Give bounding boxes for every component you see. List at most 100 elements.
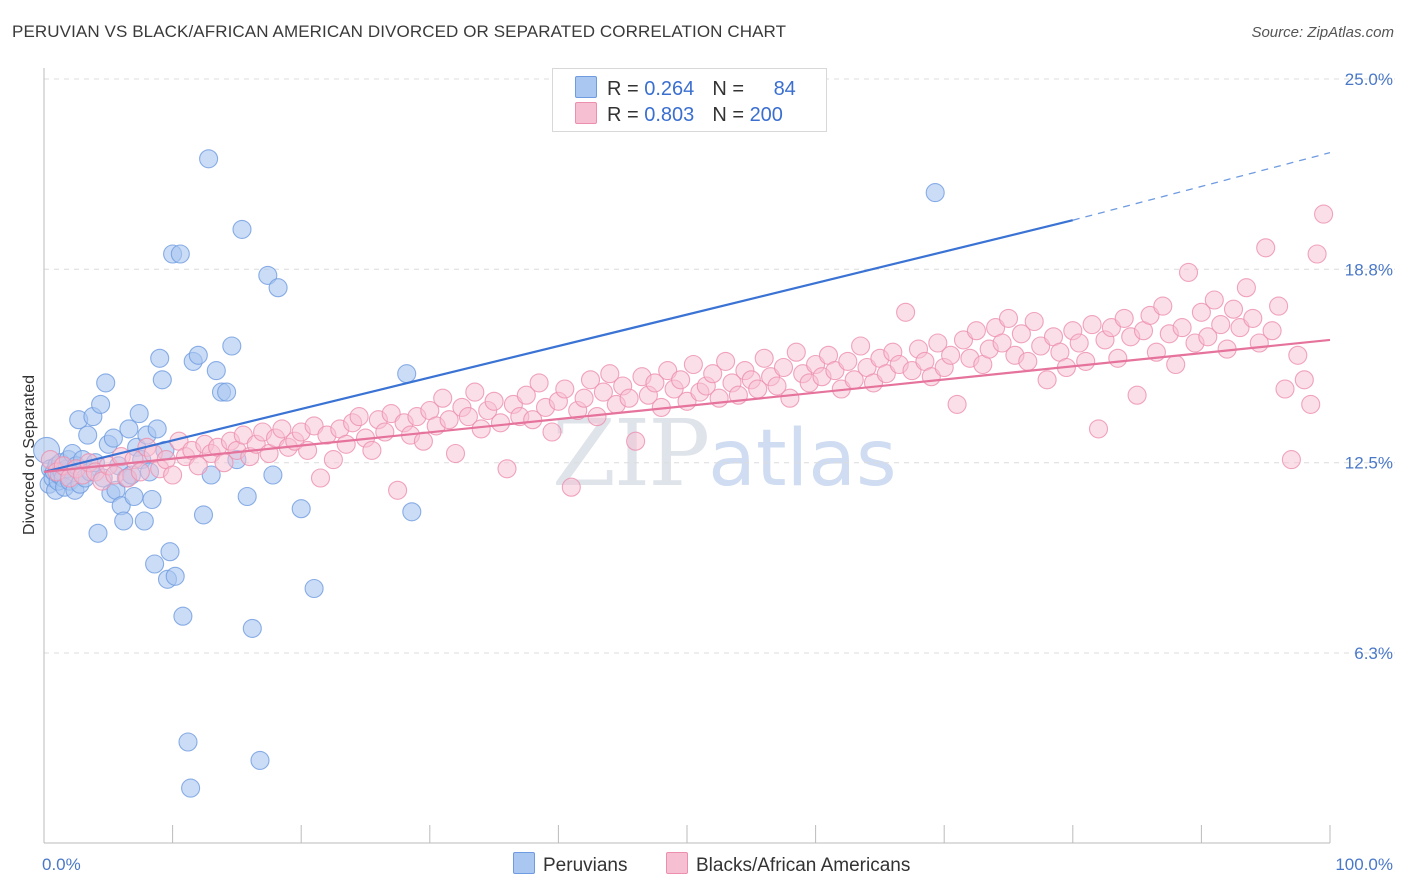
point-black-african-american (709, 388, 729, 408)
point-black-african-american (1076, 351, 1096, 371)
point-peruvians (173, 606, 193, 626)
point-black-african-american (163, 465, 183, 485)
point-peruvians (250, 750, 270, 770)
legend-n-value: 84 (773, 78, 796, 100)
trend-line-black-african-american (43, 338, 1331, 473)
point-black-african-american (1223, 299, 1244, 319)
legend-r-label: R = (607, 104, 645, 126)
point-black-african-american (542, 422, 562, 442)
point-peruvians (178, 732, 198, 752)
point-peruvians (142, 489, 162, 510)
point-black-african-american (671, 370, 691, 390)
chart-title: PERUVIAN VS BLACK/AFRICAN AMERICAN DIVOR… (12, 22, 787, 41)
y-axis-title: Divorced or Separated (21, 375, 38, 535)
bottom-legend-label-peruvians: Peruvians (543, 855, 628, 876)
point-black-african-american (445, 443, 466, 464)
y-tick-label: 6.3% (1354, 644, 1393, 663)
point-black-african-american (1018, 351, 1038, 371)
point-black-african-american (555, 379, 575, 399)
point-black-african-american (992, 333, 1012, 353)
point-peruvians (152, 370, 172, 390)
point-black-african-american (998, 308, 1019, 328)
point-black-african-american (1307, 244, 1327, 264)
point-black-african-american (1011, 324, 1031, 344)
point-peruvians (119, 419, 139, 439)
point-peruvians (291, 499, 311, 519)
point-black-african-american (645, 373, 665, 393)
point-peruvians (193, 505, 214, 525)
point-peruvians (222, 336, 242, 356)
point-black-african-american (953, 330, 974, 350)
point-black-african-american (876, 364, 896, 384)
legend-r-value: 0.264 (644, 78, 695, 100)
point-black-african-american (580, 370, 601, 390)
point-peruvians (304, 578, 324, 599)
watermark-atlas: atlas (708, 414, 897, 504)
legend-r-value: 0.803 (644, 104, 695, 126)
point-black-african-american (323, 450, 343, 470)
point-peruvians (88, 523, 108, 543)
point-black-african-american (471, 419, 491, 439)
bottom-legend-peruvians: Peruvians (513, 852, 628, 877)
point-black-african-american (1288, 345, 1308, 365)
point-black-african-american (1314, 204, 1334, 224)
series-black-african-american-points (40, 204, 1334, 500)
point-peruvians (206, 361, 226, 381)
point-peruvians (181, 778, 201, 798)
legend-n-label: N = (712, 78, 750, 100)
trend-line-peruvians (43, 219, 1074, 473)
point-peruvians (145, 554, 165, 574)
point-black-african-american (716, 351, 736, 371)
point-black-african-american (362, 440, 382, 460)
legend-row-black-african-american: R = 0.803 N = 200 (575, 102, 783, 128)
point-black-african-american (966, 321, 986, 341)
point-peruvians (160, 542, 180, 562)
point-peruvians (124, 486, 144, 507)
point-black-african-american (484, 391, 504, 411)
point-black-african-american (490, 413, 511, 433)
bottom-legend-label-black-african-american: Blacks/African Americans (696, 855, 911, 876)
point-peruvians (103, 428, 123, 448)
point-peruvians (201, 465, 221, 485)
point-peruvians (263, 465, 283, 485)
point-black-african-american (458, 407, 478, 427)
point-black-african-american (838, 351, 858, 371)
bottom-legend-swatch-black-african-american (666, 852, 688, 874)
point-black-african-american (1037, 370, 1057, 390)
point-peruvians (188, 345, 208, 365)
point-black-african-american (1301, 394, 1321, 414)
point-black-african-american (902, 361, 922, 381)
point-black-african-american (130, 462, 150, 482)
point-black-african-american (1191, 302, 1211, 322)
tick-labels: 6.3% 12.5% 18.8% 25.0% 0.0% 100.0% (42, 70, 1393, 874)
point-peruvians (147, 419, 167, 439)
point-black-african-american (825, 361, 845, 381)
y-tick-label: 25.0% (1345, 70, 1393, 89)
trend-extension-peruvians (1072, 152, 1331, 221)
trend-lines (43, 152, 1331, 473)
point-peruvians (217, 382, 237, 402)
y-tick-label: 12.5% (1345, 454, 1393, 473)
legend-r-label: R = (607, 78, 645, 100)
point-black-african-american (388, 480, 408, 500)
point-black-african-american (1088, 419, 1109, 439)
point-black-african-american (754, 348, 774, 368)
point-black-african-american (626, 431, 646, 451)
point-black-african-american (1211, 315, 1231, 335)
point-black-african-american (1281, 450, 1301, 470)
point-black-african-american (619, 388, 639, 408)
point-black-african-american (780, 388, 800, 408)
point-black-african-american (1236, 278, 1256, 298)
point-black-african-american (1198, 327, 1218, 347)
point-peruvians (96, 373, 116, 393)
point-black-african-american (851, 336, 871, 356)
point-black-african-american (433, 388, 453, 408)
legend-n-label: N = (712, 104, 750, 126)
point-black-african-american (1262, 321, 1282, 341)
source-credit: Source: ZipAtlas.com (1251, 24, 1394, 41)
point-black-african-american (703, 364, 723, 384)
bottom-legend-black-african-american: Blacks/African Americans (666, 852, 910, 877)
point-black-african-american (593, 382, 613, 402)
point-peruvians (925, 183, 945, 203)
